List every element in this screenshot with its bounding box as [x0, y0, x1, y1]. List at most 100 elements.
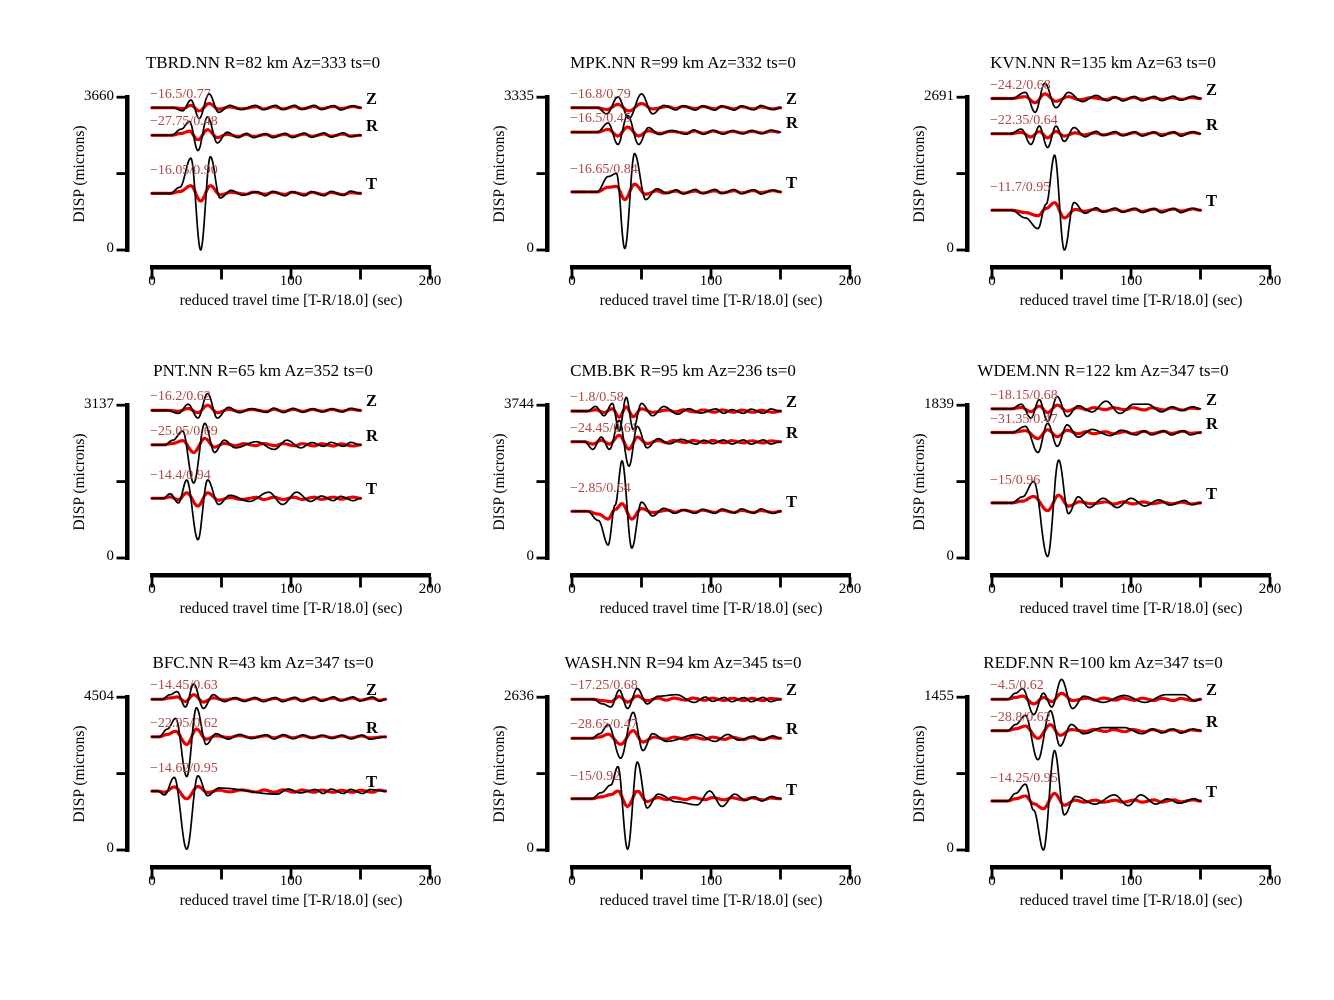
trace-annotation-z: −16.8/0.79	[570, 86, 631, 102]
data-trace-Z	[151, 683, 387, 710]
data-trace-R	[991, 125, 1202, 149]
x-axis-label: reduced travel time [T-R/18.0] (sec)	[599, 892, 823, 909]
waveform-plot	[536, 396, 852, 588]
x-axis-tick-50	[1060, 577, 1063, 588]
x-axis-tick-50	[640, 269, 643, 280]
y-axis-tick-2	[536, 556, 545, 560]
x-axis-label: reduced travel time [T-R/18.0] (sec)	[1019, 600, 1243, 617]
x-axis-label: reduced travel time [T-R/18.0] (sec)	[599, 600, 823, 617]
data-trace-T	[151, 479, 362, 541]
y-axis-tick-0	[116, 695, 125, 699]
data-trace-Z	[151, 93, 362, 120]
y-max-tick-label: 1839	[924, 396, 954, 412]
component-label-z: Z	[1206, 680, 1218, 700]
data-trace-R	[991, 709, 1202, 761]
y-axis-tick-2	[956, 556, 965, 560]
data-trace-T	[991, 154, 1202, 251]
x-tick-label-100: 100	[699, 581, 723, 597]
y-axis-tick-0	[536, 695, 545, 699]
synthetic-trace-R	[990, 723, 1203, 740]
y-axis-tick-0	[536, 95, 545, 99]
y-max-tick-label: 1455	[924, 688, 954, 704]
x-tick-label-0: 0	[148, 273, 156, 289]
y-axis-tick-2	[116, 556, 125, 560]
x-axis-bar	[150, 865, 431, 870]
x-axis-bar	[150, 573, 431, 578]
trace-annotation-z: −1.8/0.58	[570, 390, 624, 406]
trace-annotation-t: −14.25/0.95	[990, 771, 1058, 787]
subplot: MPK.NN R=99 km Az=332 ts=0 DISP (microns…	[468, 50, 908, 350]
x-axis-label: reduced travel time [T-R/18.0] (sec)	[179, 292, 403, 309]
trace-annotation-r: −25.05/0.69	[150, 423, 218, 439]
component-label-t: T	[786, 172, 798, 192]
y-axis-tick-2	[536, 848, 545, 852]
waveform-plot	[956, 678, 1272, 880]
x-axis-tick-50	[1060, 269, 1063, 280]
x-axis-tick-150	[779, 269, 782, 280]
trace-annotation-r: −16.5/0.45	[570, 111, 631, 127]
trace-annotation-t: −15/0.92	[570, 768, 621, 784]
y-max-tick-label: 3335	[504, 88, 534, 104]
x-tick-label-0: 0	[568, 273, 576, 289]
x-tick-label-200: 200	[418, 873, 442, 889]
component-label-r: R	[786, 422, 798, 442]
x-axis-tick-200	[428, 577, 432, 588]
trace-annotation-t: −15/0.96	[990, 472, 1041, 488]
component-label-r: R	[1206, 413, 1218, 433]
x-axis-tick-100	[709, 577, 713, 588]
y-axis-tick-0	[956, 95, 965, 99]
x-tick-label-200: 200	[838, 873, 862, 889]
x-axis-tick-0	[990, 269, 994, 280]
x-tick-label-200: 200	[838, 273, 862, 289]
y-axis-tick-0	[536, 403, 545, 407]
y-axis-tick-0	[956, 695, 965, 699]
data-trace-R	[151, 422, 362, 484]
x-axis-bar	[990, 573, 1271, 578]
x-axis-tick-50	[1060, 869, 1063, 880]
component-label-z: Z	[786, 392, 798, 412]
waveform-plot	[956, 395, 1272, 588]
component-label-z: Z	[366, 391, 378, 411]
x-axis-tick-200	[428, 269, 432, 280]
x-tick-label-100: 100	[279, 873, 303, 889]
x-axis-label: reduced travel time [T-R/18.0] (sec)	[1019, 892, 1243, 909]
y-max-tick-label: 3660	[84, 88, 114, 104]
x-axis-tick-0	[990, 869, 994, 880]
x-tick-label-0: 0	[568, 873, 576, 889]
y-max-tick-label: 4504	[84, 688, 114, 704]
x-axis-bar	[990, 265, 1271, 270]
data-trace-Z	[151, 392, 362, 419]
y-zero-tick-label: 0	[526, 840, 535, 856]
synthetic-trace-T	[990, 791, 1203, 811]
data-trace-T	[991, 749, 1202, 851]
y-max-tick-label: 2636	[504, 688, 534, 704]
data-trace-Z	[991, 395, 1202, 422]
x-axis-bar	[150, 265, 431, 270]
trace-annotation-z: −17.25/0.68	[570, 678, 638, 694]
x-axis-tick-200	[848, 577, 852, 588]
trace-annotation-r: −22.35/0.64	[990, 112, 1058, 128]
y-axis-tick-1	[116, 772, 125, 775]
x-axis-tick-0	[570, 577, 574, 588]
trace-annotation-z: −14.45/0.63	[150, 678, 218, 694]
data-trace-R	[151, 706, 387, 778]
x-axis-tick-150	[1199, 577, 1202, 588]
subplot: TBRD.NN R=82 km Az=333 ts=0 DISP (micron…	[48, 50, 488, 350]
subplot-title: TBRD.NN R=82 km Az=333 ts=0	[145, 53, 381, 72]
x-tick-label-100: 100	[279, 273, 303, 289]
data-trace-Z	[571, 93, 782, 120]
y-zero-tick-label: 0	[106, 240, 115, 256]
x-axis-tick-100	[709, 269, 713, 280]
y-zero-tick-label: 0	[106, 548, 115, 564]
component-label-t: T	[1206, 483, 1218, 503]
y-zero-tick-label: 0	[946, 240, 955, 256]
x-axis-tick-100	[289, 577, 293, 588]
x-tick-label-200: 200	[1258, 873, 1282, 889]
synthetic-trace-T	[150, 491, 363, 508]
x-axis-tick-200	[428, 869, 432, 880]
component-label-r: R	[366, 116, 378, 136]
component-label-z: Z	[1206, 389, 1218, 409]
y-axis-bar	[125, 95, 130, 252]
component-label-z: Z	[366, 680, 378, 700]
